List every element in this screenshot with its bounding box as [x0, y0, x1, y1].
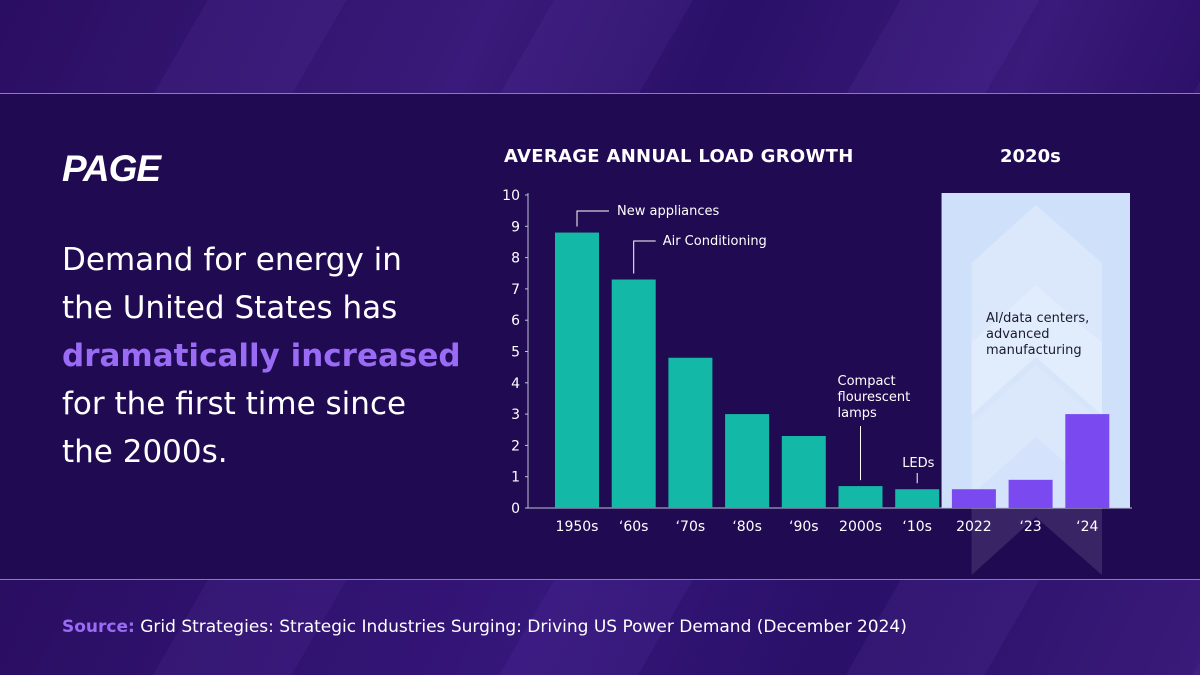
- y-tick-label: 1: [511, 470, 520, 486]
- annotation-label: New appliances: [617, 204, 720, 219]
- bar: [781, 436, 826, 508]
- annotation-label: Air Conditioning: [663, 234, 767, 249]
- headline-text-start: Demand for energy in the United States h…: [62, 242, 402, 326]
- x-tick-label: 2022: [956, 519, 992, 535]
- annotation-leader: [576, 210, 609, 227]
- bottom-divider: [0, 579, 1200, 580]
- y-tick-label: 4: [511, 376, 520, 392]
- x-tick-label: ‘23: [1019, 519, 1041, 535]
- annotation-label: AI/data centers,: [986, 311, 1089, 326]
- bar: [611, 279, 656, 508]
- y-tick-label: 5: [511, 345, 520, 361]
- bar: [838, 486, 883, 508]
- annotation-label: flourescent: [838, 390, 911, 405]
- bar: [951, 489, 996, 508]
- headline-text-end: for the first time since the 2000s.: [62, 386, 407, 470]
- y-tick-label: 2: [511, 438, 520, 454]
- y-tick-label: 10: [502, 188, 520, 204]
- top-divider: [0, 93, 1200, 94]
- source-label: Source:: [62, 617, 135, 637]
- chevron-arrow-icon: [971, 205, 1102, 415]
- annotation-label: LEDs: [902, 456, 934, 471]
- bar: [555, 232, 599, 508]
- page-logo: PAGE: [62, 148, 161, 189]
- bar: [668, 357, 713, 508]
- y-tick-label: 3: [511, 407, 520, 423]
- y-tick-label: 0: [511, 501, 520, 517]
- x-tick-label: ‘10s: [902, 519, 932, 535]
- y-tick-label: 6: [511, 313, 520, 329]
- highlight-period-label: 2020s: [1000, 146, 1061, 167]
- annotation-leader: [633, 240, 656, 274]
- bar: [895, 489, 940, 508]
- top-banner: [0, 0, 1200, 93]
- annotation-label: advanced: [986, 327, 1050, 342]
- x-tick-label: ‘90s: [789, 519, 819, 535]
- bar: [725, 414, 770, 508]
- headline: Demand for energy in the United States h…: [62, 236, 462, 476]
- bar: [1065, 414, 1110, 508]
- bottom-banner: [0, 580, 1200, 675]
- source-text: Grid Strategies: Strategic Industries Su…: [134, 617, 907, 637]
- annotation-label: manufacturing: [986, 343, 1082, 358]
- x-tick-label: ‘24: [1076, 519, 1098, 535]
- x-tick-label: 2000s: [839, 519, 882, 535]
- bar: [1008, 479, 1053, 508]
- y-tick-label: 9: [511, 219, 520, 235]
- y-tick-label: 7: [511, 282, 520, 298]
- y-tick-label: 8: [511, 251, 520, 267]
- chart-title: AVERAGE ANNUAL LOAD GROWTH: [504, 146, 854, 167]
- x-tick-label: 1950s: [556, 519, 599, 535]
- headline-highlight: dramatically increased: [62, 338, 461, 374]
- x-tick-label: ‘70s: [676, 519, 706, 535]
- x-tick-label: ‘60s: [619, 519, 649, 535]
- source-note: Source: Grid Strategies: Strategic Indus…: [62, 617, 907, 637]
- x-tick-label: ‘80s: [732, 519, 762, 535]
- annotation-label: Compact: [838, 374, 896, 389]
- annotation-label: lamps: [838, 406, 877, 421]
